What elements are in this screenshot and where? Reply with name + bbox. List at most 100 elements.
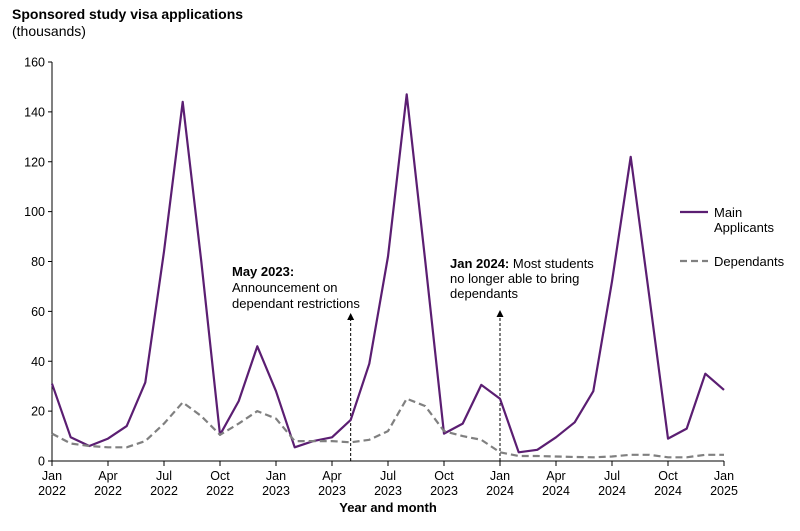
series-point-dependants: [256, 410, 258, 412]
series-point-main-applicants: [144, 381, 146, 383]
series-point-dependants: [406, 398, 408, 400]
series-point-dependants: [350, 441, 352, 443]
series-point-main-applicants: [200, 261, 202, 263]
series-point-dependants: [368, 439, 370, 441]
series-point-main-applicants: [275, 390, 277, 392]
series-point-dependants: [555, 456, 557, 458]
annotation-line: dependants: [450, 286, 518, 301]
series-point-dependants: [219, 434, 221, 436]
series-point-dependants: [574, 456, 576, 458]
series-point-dependants: [704, 454, 706, 456]
series-point-main-applicants: [574, 421, 576, 423]
annotation-arrow-head: [496, 310, 504, 317]
series-point-main-applicants: [107, 438, 109, 440]
annotation-date: May 2023:: [232, 264, 294, 279]
series-point-main-applicants: [518, 451, 520, 453]
x-tick-month-label: Jul: [156, 469, 172, 483]
legend-label-main-applicants: Main Applicants: [714, 205, 774, 235]
series-point-main-applicants: [387, 256, 389, 258]
series-point-dependants: [200, 415, 202, 417]
x-tick-year-label: 2023: [262, 484, 290, 498]
series-point-dependants: [630, 454, 632, 456]
series-point-main-applicants: [462, 423, 464, 425]
series-point-dependants: [294, 440, 296, 442]
series-point-main-applicants: [499, 398, 501, 400]
x-tick-year-label: 2022: [150, 484, 178, 498]
chart-title: Sponsored study visa applications: [12, 6, 244, 22]
series-point-main-applicants: [723, 389, 725, 391]
series-point-main-applicants: [368, 363, 370, 365]
x-tick-year-label: 2022: [94, 484, 122, 498]
legend-label-line: Applicants: [714, 220, 774, 235]
y-tick-label: 120: [24, 155, 45, 169]
chart-subtitle: (thousands): [12, 23, 86, 39]
y-tick-label: 100: [24, 205, 45, 219]
series-point-dependants: [424, 405, 426, 407]
y-tick-label: 40: [31, 355, 45, 369]
annotation-line: dependant restrictions: [232, 296, 360, 311]
chart-legend: Main Applicants Dependants: [680, 205, 785, 269]
x-tick-year-label: 2022: [206, 484, 234, 498]
annotation-text: May 2023: Announcement on dependant restri…: [232, 264, 360, 311]
series-line-dependants: [51, 397, 724, 459]
x-tick-year-label: 2023: [318, 484, 346, 498]
series-point-main-applicants: [555, 436, 557, 438]
x-tick-month-label: Jul: [604, 469, 620, 483]
x-axis-label: Year and month: [339, 500, 437, 515]
series-point-dependants: [667, 456, 669, 458]
annotation-line: Announcement on: [232, 280, 338, 295]
series-point-main-applicants: [630, 156, 632, 158]
series-point-dependants: [443, 430, 445, 432]
x-tick-year-label: 2024: [598, 484, 626, 498]
series-point-dependants: [611, 456, 613, 458]
series-point-dependants: [648, 454, 650, 456]
x-tick-month-label: Jan: [490, 469, 510, 483]
x-tick-month-label: Jan: [42, 469, 62, 483]
series-point-main-applicants: [536, 449, 538, 451]
series-point-dependants: [723, 454, 725, 456]
series-point-main-applicants: [686, 428, 688, 430]
y-tick-label: 20: [31, 405, 45, 419]
series-point-main-applicants: [294, 446, 296, 448]
series-point-dependants: [70, 443, 72, 445]
y-tick-label: 0: [38, 455, 45, 469]
series-point-main-applicants: [611, 280, 613, 282]
annotation-line: no longer able to bring: [450, 271, 579, 286]
series-point-main-applicants: [182, 101, 184, 103]
series-point-dependants: [144, 440, 146, 442]
series-point-main-applicants: [592, 390, 594, 392]
series-point-dependants: [275, 418, 277, 420]
series-point-dependants: [163, 423, 165, 425]
series-point-dependants: [480, 439, 482, 441]
x-tick-month-label: Jul: [380, 469, 396, 483]
series-point-dependants: [331, 440, 333, 442]
chart-series: [50, 93, 725, 459]
x-axis-ticks: Jan2022Apr2022Jul2022Oct2022Jan2023Apr20…: [38, 461, 738, 498]
series-point-main-applicants: [163, 251, 165, 253]
series-point-main-applicants: [406, 93, 408, 95]
legend-label-line: Main: [714, 205, 742, 220]
x-tick-year-label: 2025: [710, 484, 738, 498]
series-point-main-applicants: [667, 438, 669, 440]
y-axis-ticks: 0 20 40 60 80 100 120 140 160: [24, 56, 52, 469]
annotation-arrow-head: [347, 313, 355, 320]
series-point-main-applicants: [331, 436, 333, 438]
series-point-main-applicants: [480, 384, 482, 386]
series-point-dependants: [592, 456, 594, 458]
annotation-text: Jan 2024: Most students no longer able to…: [450, 256, 594, 301]
series-point-main-applicants: [350, 419, 352, 421]
x-tick-month-label: Jan: [714, 469, 734, 483]
annotation-line: Most students: [509, 256, 594, 271]
series-point-main-applicants: [648, 295, 650, 297]
x-tick-month-label: Apr: [322, 469, 341, 483]
legend-label-dependants: Dependants: [714, 254, 785, 269]
x-tick-month-label: Oct: [658, 469, 678, 483]
x-tick-month-label: Oct: [434, 469, 454, 483]
series-point-main-applicants: [126, 425, 128, 427]
series-line-main-applicants: [50, 93, 725, 454]
x-tick-year-label: 2022: [38, 484, 66, 498]
x-tick-month-label: Apr: [546, 469, 565, 483]
annotation-date: Jan 2024:: [450, 256, 509, 271]
x-tick-month-label: Apr: [98, 469, 117, 483]
